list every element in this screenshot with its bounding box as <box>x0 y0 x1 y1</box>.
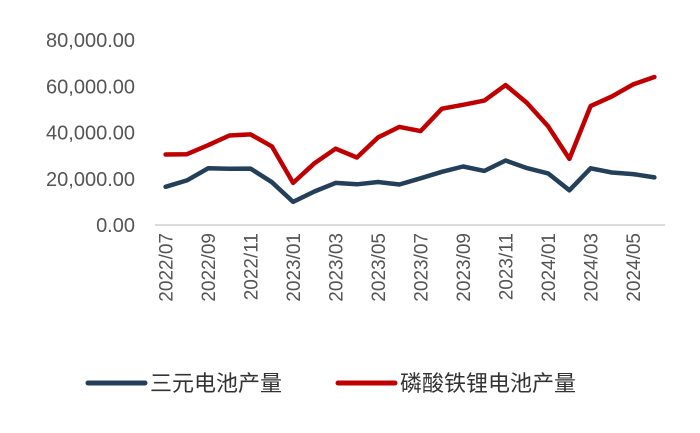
series-line-2 <box>163 74 657 186</box>
series-lines <box>163 74 657 205</box>
y-tick-label: 80,000.00 <box>46 30 135 52</box>
x-tick-label: 2024/01 <box>539 233 560 302</box>
series-line-1 <box>163 158 657 205</box>
x-tick-label: 2024/05 <box>624 233 645 302</box>
x-tick-label: 2023/09 <box>454 233 475 302</box>
y-axis-ticks: 0.00 20,000.00 40,000.00 60,000.00 80,000.00 <box>46 30 135 237</box>
x-tick-label: 2023/03 <box>326 233 347 302</box>
x-tick-label: 2023/07 <box>411 233 432 302</box>
legend: 三元电池产量 磷酸铁锂电池产量 <box>85 372 576 397</box>
x-tick-label: 2023/05 <box>369 233 390 302</box>
legend-label: 磷酸铁锂电池产量 <box>400 372 576 397</box>
x-tick-label: 2023/11 <box>496 233 517 300</box>
x-tick-label: 2022/07 <box>156 233 177 302</box>
x-axis-ticks: 2022/07 2022/09 2022/11 2023/01 2023/03 2023/… <box>156 233 645 302</box>
x-tick-label: 2024/03 <box>581 233 602 302</box>
x-tick-label: 2022/11 <box>241 233 262 300</box>
x-tick-label: 2023/01 <box>284 233 305 302</box>
x-tick-label: 2022/09 <box>199 233 220 302</box>
y-tick-label: 60,000.00 <box>46 76 135 98</box>
legend-label: 三元电池产量 <box>150 372 282 397</box>
y-tick-label: 20,000.00 <box>46 169 135 191</box>
y-tick-label: 40,000.00 <box>46 123 135 145</box>
y-tick-label: 0.00 <box>96 215 135 237</box>
